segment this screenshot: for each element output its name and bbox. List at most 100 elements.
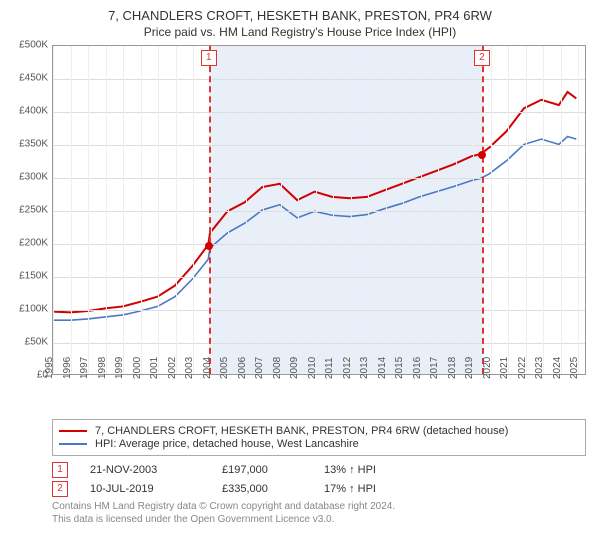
x-tick-label: 2022: [517, 357, 528, 379]
sale-marker-dot: [478, 151, 486, 159]
x-tick-label: 1997: [79, 357, 90, 379]
y-tick-label: £300K: [19, 172, 48, 183]
x-gridline: [263, 46, 264, 374]
x-gridline: [386, 46, 387, 374]
x-tick-label: 2018: [447, 357, 458, 379]
x-gridline: [368, 46, 369, 374]
event-row: 2 10-JUL-2019 £335,000 17% ↑ HPI: [52, 481, 586, 497]
x-tick-label: 2009: [289, 357, 300, 379]
x-tick-label: 2003: [184, 357, 195, 379]
x-gridline: [246, 46, 247, 374]
x-gridline: [141, 46, 142, 374]
event-marker-icon: 1: [52, 462, 68, 478]
x-gridline: [578, 46, 579, 374]
x-gridline: [158, 46, 159, 374]
x-tick-label: 2002: [166, 357, 177, 379]
chart-area: £0£50K£100K£150K£200K£250K£300K£350K£400…: [10, 45, 590, 415]
footer-line: This data is licensed under the Open Gov…: [52, 514, 586, 527]
x-tick-label: 1999: [114, 357, 125, 379]
legend-label: 7, CHANDLERS CROFT, HESKETH BANK, PRESTO…: [95, 425, 508, 437]
event-delta: 17% ↑ HPI: [324, 483, 414, 495]
x-tick-label: 2005: [219, 357, 230, 379]
x-tick-label: 2019: [464, 357, 475, 379]
y-tick-label: £500K: [19, 40, 48, 51]
line-canvas: [53, 46, 585, 374]
x-gridline: [491, 46, 492, 374]
x-gridline: [421, 46, 422, 374]
x-tick-label: 2016: [412, 357, 423, 379]
event-vline: [482, 46, 484, 374]
x-gridline: [543, 46, 544, 374]
gridline: [53, 211, 585, 212]
footer-attribution: Contains HM Land Registry data © Crown c…: [52, 501, 586, 526]
y-tick-label: £50K: [25, 337, 48, 348]
title-block: 7, CHANDLERS CROFT, HESKETH BANK, PRESTO…: [10, 8, 590, 39]
x-tick-label: 2023: [534, 357, 545, 379]
gridline: [53, 244, 585, 245]
gridline: [53, 112, 585, 113]
x-tick-label: 2004: [201, 357, 212, 379]
x-gridline: [88, 46, 89, 374]
legend: 7, CHANDLERS CROFT, HESKETH BANK, PRESTO…: [52, 419, 586, 456]
chart-subtitle: Price paid vs. HM Land Registry's House …: [10, 25, 590, 39]
gridline: [53, 310, 585, 311]
sale-marker-dot: [205, 242, 213, 250]
x-tick-label: 2008: [271, 357, 282, 379]
x-gridline: [71, 46, 72, 374]
y-axis: £0£50K£100K£150K£200K£250K£300K£350K£400…: [10, 45, 52, 375]
x-tick-label: 2001: [149, 357, 160, 379]
event-marker-box: 1: [201, 50, 217, 66]
x-tick-label: 2007: [254, 357, 265, 379]
x-tick-label: 1998: [96, 357, 107, 379]
y-tick-label: £350K: [19, 139, 48, 150]
gridline: [53, 343, 585, 344]
event-price: £197,000: [222, 464, 302, 476]
x-tick-label: 2010: [306, 357, 317, 379]
x-gridline: [403, 46, 404, 374]
x-gridline: [526, 46, 527, 374]
x-tick-label: 2014: [377, 357, 388, 379]
chart-container: 7, CHANDLERS CROFT, HESKETH BANK, PRESTO…: [0, 0, 600, 532]
x-tick-label: 1995: [44, 357, 55, 379]
legend-swatch: [59, 443, 87, 445]
x-axis: 1995199619971998199920002001200220032004…: [52, 375, 586, 415]
event-row: 1 21-NOV-2003 £197,000 13% ↑ HPI: [52, 462, 586, 478]
plot-area: 12: [52, 45, 586, 375]
x-tick-label: 1996: [61, 357, 72, 379]
legend-label: HPI: Average price, detached house, West…: [95, 438, 359, 450]
x-gridline: [333, 46, 334, 374]
y-tick-label: £250K: [19, 205, 48, 216]
legend-swatch: [59, 430, 87, 432]
y-tick-label: £200K: [19, 238, 48, 249]
event-table: 1 21-NOV-2003 £197,000 13% ↑ HPI 2 10-JU…: [52, 462, 586, 497]
event-marker-box: 2: [474, 50, 490, 66]
event-marker-icon: 2: [52, 481, 68, 497]
gridline: [53, 277, 585, 278]
y-tick-label: £150K: [19, 271, 48, 282]
x-tick-label: 2020: [482, 357, 493, 379]
x-gridline: [351, 46, 352, 374]
x-tick-label: 2012: [342, 357, 353, 379]
x-tick-label: 2011: [324, 357, 335, 379]
gridline: [53, 145, 585, 146]
x-gridline: [438, 46, 439, 374]
x-gridline: [456, 46, 457, 374]
x-gridline: [53, 46, 54, 374]
x-gridline: [561, 46, 562, 374]
x-gridline: [473, 46, 474, 374]
x-tick-label: 2017: [429, 357, 440, 379]
x-tick-label: 2006: [236, 357, 247, 379]
x-gridline: [123, 46, 124, 374]
footer-line: Contains HM Land Registry data © Crown c…: [52, 501, 586, 514]
x-gridline: [298, 46, 299, 374]
event-delta: 13% ↑ HPI: [324, 464, 414, 476]
x-gridline: [281, 46, 282, 374]
gridline: [53, 79, 585, 80]
y-tick-label: £100K: [19, 304, 48, 315]
chart-title: 7, CHANDLERS CROFT, HESKETH BANK, PRESTO…: [10, 8, 590, 23]
x-gridline: [193, 46, 194, 374]
y-tick-label: £400K: [19, 106, 48, 117]
x-tick-label: 2021: [499, 357, 510, 379]
legend-item: 7, CHANDLERS CROFT, HESKETH BANK, PRESTO…: [59, 425, 579, 437]
event-date: 21-NOV-2003: [90, 464, 200, 476]
